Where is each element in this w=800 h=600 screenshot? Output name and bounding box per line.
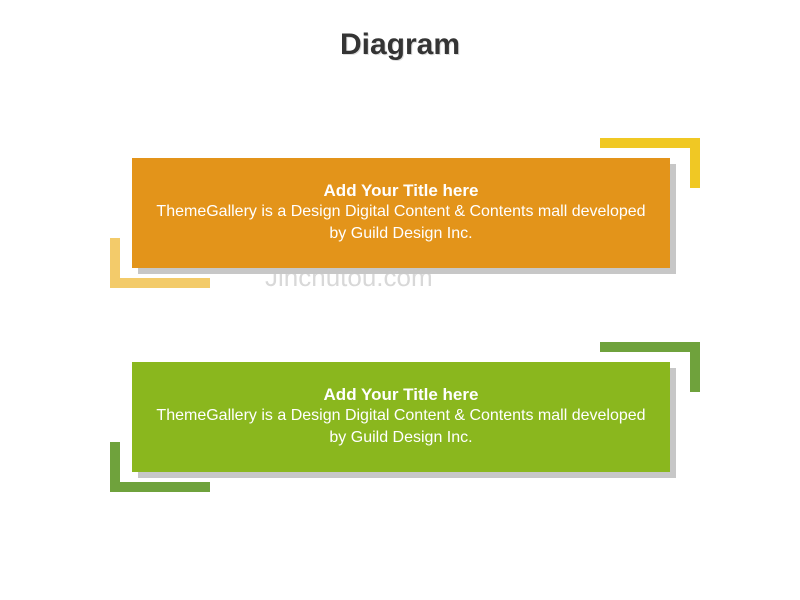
content-box-green: Add Your Title here ThemeGallery is a De… [132,362,670,472]
box-desc: ThemeGallery is a Design Digital Content… [156,201,646,244]
box-title: Add Your Title here [324,385,479,405]
page-title: Diagram [0,28,800,62]
box-desc: ThemeGallery is a Design Digital Content… [156,405,646,448]
content-box-orange: Add Your Title here ThemeGallery is a De… [132,158,670,268]
box-title: Add Your Title here [324,181,479,201]
